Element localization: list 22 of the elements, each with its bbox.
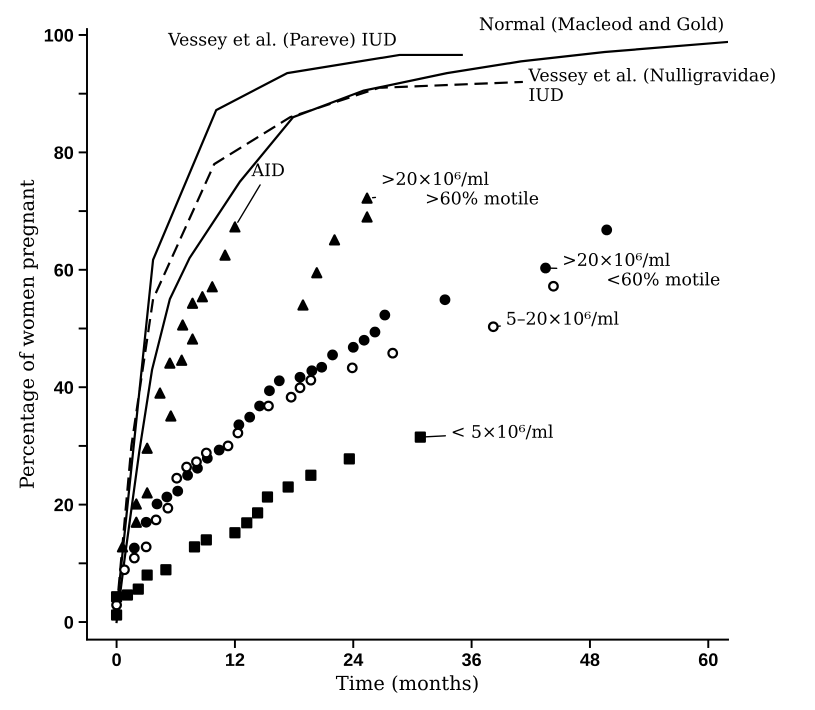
annotation: Normal (Macleod and Gold) (480, 16, 723, 33)
y-tick-label: 80 (54, 146, 74, 160)
x-tick-label: 60 (698, 653, 718, 666)
y-tick-label: 20 (54, 498, 74, 512)
x-tick-label: 12 (226, 653, 244, 666)
y-tick-label: 0 (64, 616, 74, 629)
x-axis-title: Time (months) (336, 675, 478, 694)
annotation: Vessey et al. (Pareve) IUD (168, 32, 396, 50)
annotation: >20×10⁶/ml >60% motile (382, 172, 538, 205)
y-tick-label: 40 (54, 381, 74, 394)
annotation: Vessey et al. (Nulligravidae) IUD (528, 68, 775, 102)
x-tick-label: 0 (112, 653, 121, 666)
annotation: < 5×10⁶/ml (452, 424, 553, 440)
x-tick-label: 48 (580, 653, 600, 666)
x-tick-label: 36 (462, 653, 481, 666)
annotation: >20×10⁶/ml <60% motile (564, 252, 720, 286)
x-tick-label: 24 (344, 653, 364, 666)
y-tick-label: 60 (54, 264, 74, 277)
annotation: 5–20×10⁶/ml (507, 311, 619, 326)
annotation: AID (251, 164, 284, 176)
y-tick-label: 100 (44, 28, 74, 42)
y-axis-title: Percentage of women pregnant (19, 180, 38, 488)
